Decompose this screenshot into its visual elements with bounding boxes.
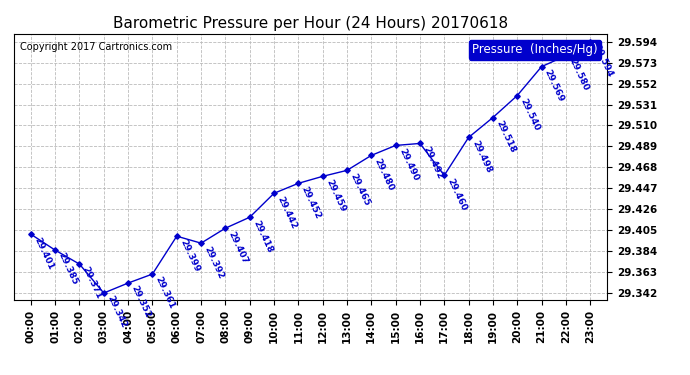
Text: 29.371: 29.371 — [81, 266, 104, 301]
Text: 29.407: 29.407 — [227, 230, 250, 265]
Pressure  (Inches/Hg) — [464, 135, 473, 140]
Pressure  (Inches/Hg) — [197, 241, 205, 245]
Text: 29.399: 29.399 — [178, 238, 201, 273]
Pressure  (Inches/Hg) — [27, 232, 35, 236]
Text: 29.460: 29.460 — [446, 177, 469, 212]
Pressure  (Inches/Hg) — [343, 168, 351, 172]
Pressure  (Inches/Hg) — [391, 143, 400, 148]
Text: 29.442: 29.442 — [275, 195, 298, 230]
Text: 29.459: 29.459 — [324, 178, 347, 213]
Pressure  (Inches/Hg) — [416, 141, 424, 146]
Pressure  (Inches/Hg) — [440, 173, 449, 178]
Text: 29.498: 29.498 — [470, 139, 493, 174]
Text: 29.518: 29.518 — [494, 119, 517, 154]
Text: 29.492: 29.492 — [422, 145, 444, 180]
Pressure  (Inches/Hg) — [538, 64, 546, 69]
Pressure  (Inches/Hg) — [319, 174, 327, 178]
Pressure  (Inches/Hg) — [270, 191, 278, 195]
Pressure  (Inches/Hg) — [367, 153, 375, 158]
Pressure  (Inches/Hg) — [99, 291, 108, 295]
Text: 29.392: 29.392 — [202, 244, 226, 280]
Pressure  (Inches/Hg) — [124, 281, 132, 285]
Text: 29.580: 29.580 — [567, 57, 590, 92]
Text: 29.594: 29.594 — [591, 43, 615, 79]
Text: 29.401: 29.401 — [32, 236, 55, 271]
Text: 29.480: 29.480 — [373, 157, 395, 192]
Text: Copyright 2017 Cartronics.com: Copyright 2017 Cartronics.com — [20, 42, 172, 52]
Pressure  (Inches/Hg) — [148, 272, 157, 276]
Pressure  (Inches/Hg) — [75, 262, 83, 266]
Text: 29.418: 29.418 — [251, 219, 274, 254]
Text: 29.385: 29.385 — [57, 252, 79, 287]
Text: 29.342: 29.342 — [105, 294, 128, 330]
Pressure  (Inches/Hg) — [513, 93, 522, 98]
Pressure  (Inches/Hg) — [246, 215, 254, 219]
Pressure  (Inches/Hg) — [294, 181, 302, 186]
Text: 29.569: 29.569 — [543, 68, 566, 104]
Text: 29.352: 29.352 — [130, 284, 152, 320]
Pressure  (Inches/Hg) — [586, 39, 594, 44]
Text: 29.540: 29.540 — [519, 97, 542, 132]
Pressure  (Inches/Hg) — [51, 248, 59, 252]
Text: 29.465: 29.465 — [348, 172, 371, 207]
Title: Barometric Pressure per Hour (24 Hours) 20170618: Barometric Pressure per Hour (24 Hours) … — [113, 16, 508, 31]
Legend: Pressure  (Inches/Hg): Pressure (Inches/Hg) — [469, 40, 601, 60]
Text: 29.490: 29.490 — [397, 147, 420, 182]
Text: 29.361: 29.361 — [154, 276, 177, 311]
Line: Pressure  (Inches/Hg): Pressure (Inches/Hg) — [29, 40, 592, 295]
Pressure  (Inches/Hg) — [172, 234, 181, 238]
Pressure  (Inches/Hg) — [562, 54, 570, 58]
Pressure  (Inches/Hg) — [221, 226, 230, 231]
Text: 29.452: 29.452 — [299, 185, 323, 220]
Pressure  (Inches/Hg) — [489, 115, 497, 120]
